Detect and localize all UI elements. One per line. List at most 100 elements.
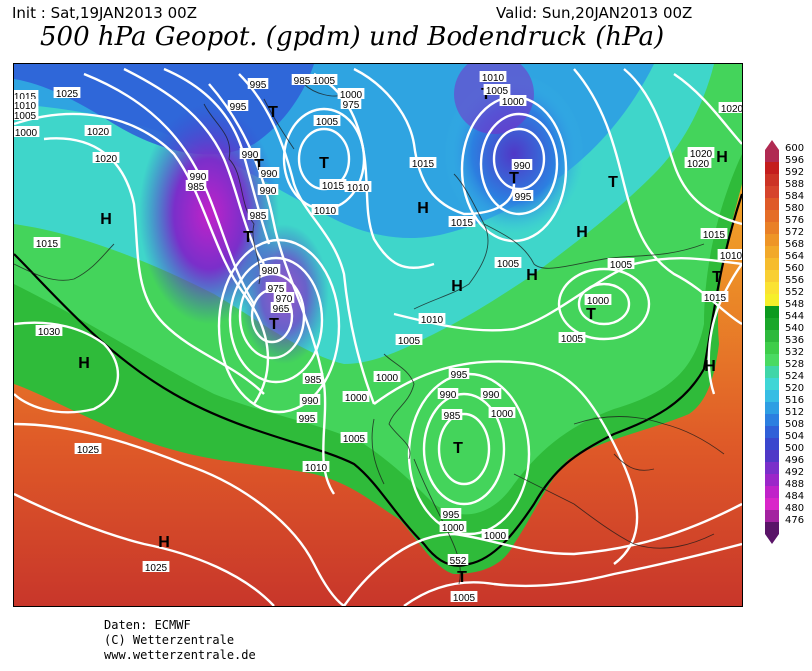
legend-swatch <box>765 270 779 282</box>
high-pressure-center: H <box>158 534 170 551</box>
isobar-label-bg <box>187 170 209 181</box>
legend-label: 600 <box>785 143 805 154</box>
legend-label: 584 <box>785 191 805 202</box>
isobar-label: 1015 <box>451 218 474 229</box>
isobar-label: 990 <box>440 390 457 401</box>
legend-label: 484 <box>785 491 805 502</box>
isobar-label-bg <box>684 157 712 168</box>
isobar-label-bg <box>92 152 120 163</box>
legend-swatch <box>765 522 779 534</box>
isobar-label: 1005 <box>398 336 421 347</box>
low-pressure-center: T <box>453 440 463 457</box>
isobar-label-bg <box>299 394 321 405</box>
high-pressure-center: H <box>78 355 90 372</box>
isobar-label-bg <box>14 126 40 137</box>
isobar-label-bg <box>142 561 170 572</box>
isobar-label-bg <box>14 109 39 120</box>
map-title: 500 hPa Geopot. (gpdm) und Bodendruck (h… <box>40 22 665 52</box>
legend-swatch <box>765 366 779 378</box>
isobar-label-bg <box>313 115 341 126</box>
isobar-label: 1025 <box>145 563 168 574</box>
legend-swatch <box>765 198 779 210</box>
low-pressure-center: T <box>457 569 467 586</box>
isobar-label: 990 <box>190 172 207 183</box>
isobar-label-bg <box>418 313 446 324</box>
valid-time: Valid: Sun,20JAN2013 00Z <box>496 4 693 22</box>
legend-swatch <box>765 330 779 342</box>
isobar-label: 1005 <box>497 259 520 270</box>
isobar-label: 1000 <box>587 296 610 307</box>
isobar-label-bg <box>227 100 249 111</box>
legend-label: 580 <box>785 203 805 214</box>
legend-label: 568 <box>785 239 805 250</box>
legend-label: 552 <box>785 287 805 298</box>
isobar-label-bg <box>607 258 635 269</box>
isobar-label: 1020 <box>95 154 118 165</box>
isobar-label: 1010 <box>720 251 742 262</box>
isobar-label-bg <box>185 180 207 191</box>
isobar-label: 995 <box>250 80 267 91</box>
init-time: Init : Sat,19JAN2013 00Z <box>12 4 197 22</box>
isobar-label: 1000 <box>442 523 465 534</box>
isobar-label: 1025 <box>77 445 100 456</box>
isobar-label: 985 <box>294 76 311 87</box>
isobar-label-bg <box>437 388 459 399</box>
credit-data-source: Daten: ECMWF <box>104 618 191 632</box>
isobar-label-bg <box>481 529 509 540</box>
isobar-label: 985 <box>188 182 205 193</box>
isobar-label: 980 <box>262 266 279 277</box>
isobar-label-bg <box>84 125 112 136</box>
credit-copyright: (C) Wetterzentrale <box>104 633 235 647</box>
isobar-label: 1010 <box>14 101 37 112</box>
isobar-label: 1015 <box>704 293 727 304</box>
legend-label: 476 <box>785 515 805 526</box>
high-pressure-center: H <box>100 211 112 228</box>
isobar-label: 1000 <box>340 90 363 101</box>
isobar-label: 1005 <box>561 334 584 345</box>
credits: Daten: ECMWF (C) Wetterzentrale www.wett… <box>104 618 256 663</box>
isobar-label-bg <box>718 102 742 113</box>
isobar-label: 985 <box>250 211 267 222</box>
legend-swatch <box>765 474 779 486</box>
high-pressure-center: H <box>451 278 463 295</box>
legend-label: 528 <box>785 359 805 370</box>
isobar-label: 1020 <box>87 127 110 138</box>
legend-swatch <box>765 174 779 186</box>
legend-label: 532 <box>785 347 805 358</box>
isobar-label-bg <box>310 74 338 85</box>
legend-swatch <box>765 414 779 426</box>
high-pressure-center: H <box>704 358 716 375</box>
isobar-label-bg <box>291 74 313 85</box>
isobar-label: 995 <box>515 192 532 203</box>
legend-swatch <box>765 354 779 366</box>
isobar-label: 1000 <box>491 409 514 420</box>
isobar-label-bg <box>33 237 61 248</box>
isobar-label-bg <box>494 257 522 268</box>
isobar-label: 1005 <box>610 260 633 271</box>
low-pressure-center: T <box>269 316 279 333</box>
isobar-label-bg <box>14 99 39 110</box>
legend-label: 512 <box>785 407 805 418</box>
isobar-label: 990 <box>514 161 531 172</box>
isobar-label-bg <box>483 84 511 95</box>
low-pressure-center: T <box>712 269 722 286</box>
isobar-label-bg <box>450 591 478 602</box>
isobar-label: 990 <box>483 390 500 401</box>
isobar-label-bg <box>448 216 476 227</box>
legend-label: 480 <box>785 503 805 514</box>
isobar-label-bg <box>302 373 324 384</box>
high-pressure-center: H <box>576 224 588 241</box>
isobar-label-bg <box>440 508 462 519</box>
isobar-label: 970 <box>276 294 293 305</box>
isobar-label: 552 <box>450 556 467 567</box>
legend-swatch <box>765 426 779 438</box>
isobar-label-bg <box>512 190 534 201</box>
legend-swatch <box>765 294 779 306</box>
legend-label: 544 <box>785 311 805 322</box>
legend-swatch <box>765 150 779 162</box>
isobar-label: 1005 <box>14 111 37 122</box>
isobar-label: 990 <box>261 169 278 180</box>
credit-website: www.wetterzentrale.de <box>104 648 256 662</box>
isobar-label: 985 <box>444 411 461 422</box>
